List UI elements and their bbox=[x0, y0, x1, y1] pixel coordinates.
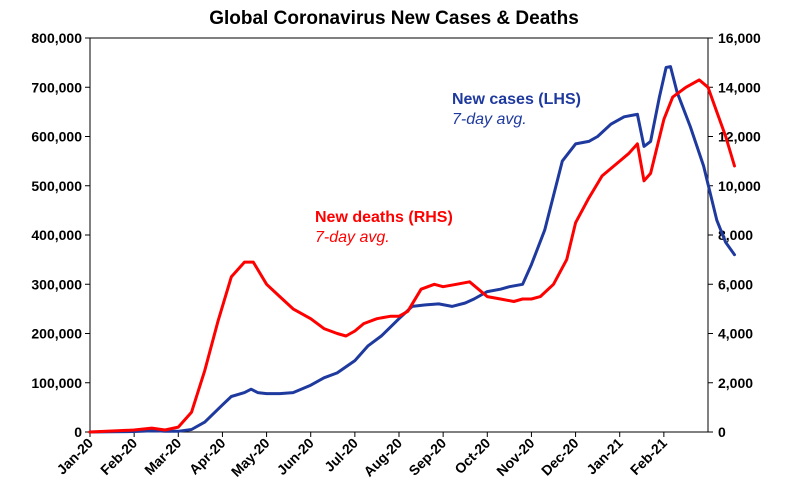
y-right-tick-label: 8,000 bbox=[718, 227, 753, 243]
y-right-tick-label: 6,000 bbox=[718, 276, 753, 292]
x-tick-label: Nov-20 bbox=[493, 435, 537, 479]
x-tick-label: Apr-20 bbox=[186, 435, 229, 478]
deaths-legend-note: 7-day avg. bbox=[315, 229, 390, 246]
x-tick-label: Jun-20 bbox=[274, 435, 317, 478]
x-tick-label: Jan-21 bbox=[583, 435, 626, 478]
y-right-tick-label: 0 bbox=[718, 424, 726, 440]
cases-legend-note: 7-day avg. bbox=[452, 111, 527, 128]
y-left-tick-label: 200,000 bbox=[31, 326, 82, 342]
y-right-tick-label: 14,000 bbox=[718, 79, 761, 95]
deaths-legend-label: New deaths (RHS) bbox=[315, 209, 453, 226]
y-right-tick-label: 4,000 bbox=[718, 326, 753, 342]
x-tick-label: Dec-20 bbox=[538, 435, 582, 479]
y-right-tick-label: 16,000 bbox=[718, 30, 761, 46]
y-left-tick-label: 500,000 bbox=[31, 178, 82, 194]
x-tick-label: Sep-20 bbox=[405, 435, 449, 479]
x-tick-label: Aug-20 bbox=[360, 435, 405, 480]
y-left-tick-label: 100,000 bbox=[31, 375, 82, 391]
x-tick-label: Oct-20 bbox=[451, 435, 493, 477]
cases-line bbox=[88, 65, 736, 434]
y-right-tick-label: 2,000 bbox=[718, 375, 753, 391]
deaths-line bbox=[88, 78, 736, 434]
x-tick-label: Jan-20 bbox=[53, 435, 96, 478]
y-left-tick-label: 0 bbox=[74, 424, 82, 440]
plot-area bbox=[89, 37, 709, 433]
chart-title: Global Coronavirus New Cases & Deaths bbox=[209, 8, 579, 29]
cases-legend-label: New cases (LHS) bbox=[452, 91, 581, 108]
x-tick-label: Jul-20 bbox=[321, 435, 361, 475]
x-axis: Jan-20 Feb-20 Mar-20 Apr-20 May-20 Jun-20 Jul-… bbox=[53, 432, 670, 480]
series-lines bbox=[88, 65, 736, 434]
y-left-tick-label: 600,000 bbox=[31, 129, 82, 145]
y-right-tick-label: 12,000 bbox=[718, 129, 761, 145]
y-left-tick-label: 800,000 bbox=[31, 30, 82, 46]
y-left-tick-label: 700,000 bbox=[31, 79, 82, 95]
x-tick-label: Feb-20 bbox=[97, 435, 140, 478]
y-left-tick-label: 300,000 bbox=[31, 276, 82, 292]
x-tick-label: Mar-20 bbox=[141, 435, 184, 478]
x-tick-label: May-20 bbox=[228, 435, 273, 480]
y-left-axis: 0 100,000 200,000 300,000 400,000 500,000 600,… bbox=[31, 30, 90, 440]
y-right-tick-label: 10,000 bbox=[718, 178, 761, 194]
y-left-tick-label: 400,000 bbox=[31, 227, 82, 243]
x-tick-label: Feb-21 bbox=[627, 435, 670, 478]
y-right-axis: 0 2,000 4,000 6,000 8,000 10,000 12,000 14,000 1… bbox=[708, 30, 761, 440]
